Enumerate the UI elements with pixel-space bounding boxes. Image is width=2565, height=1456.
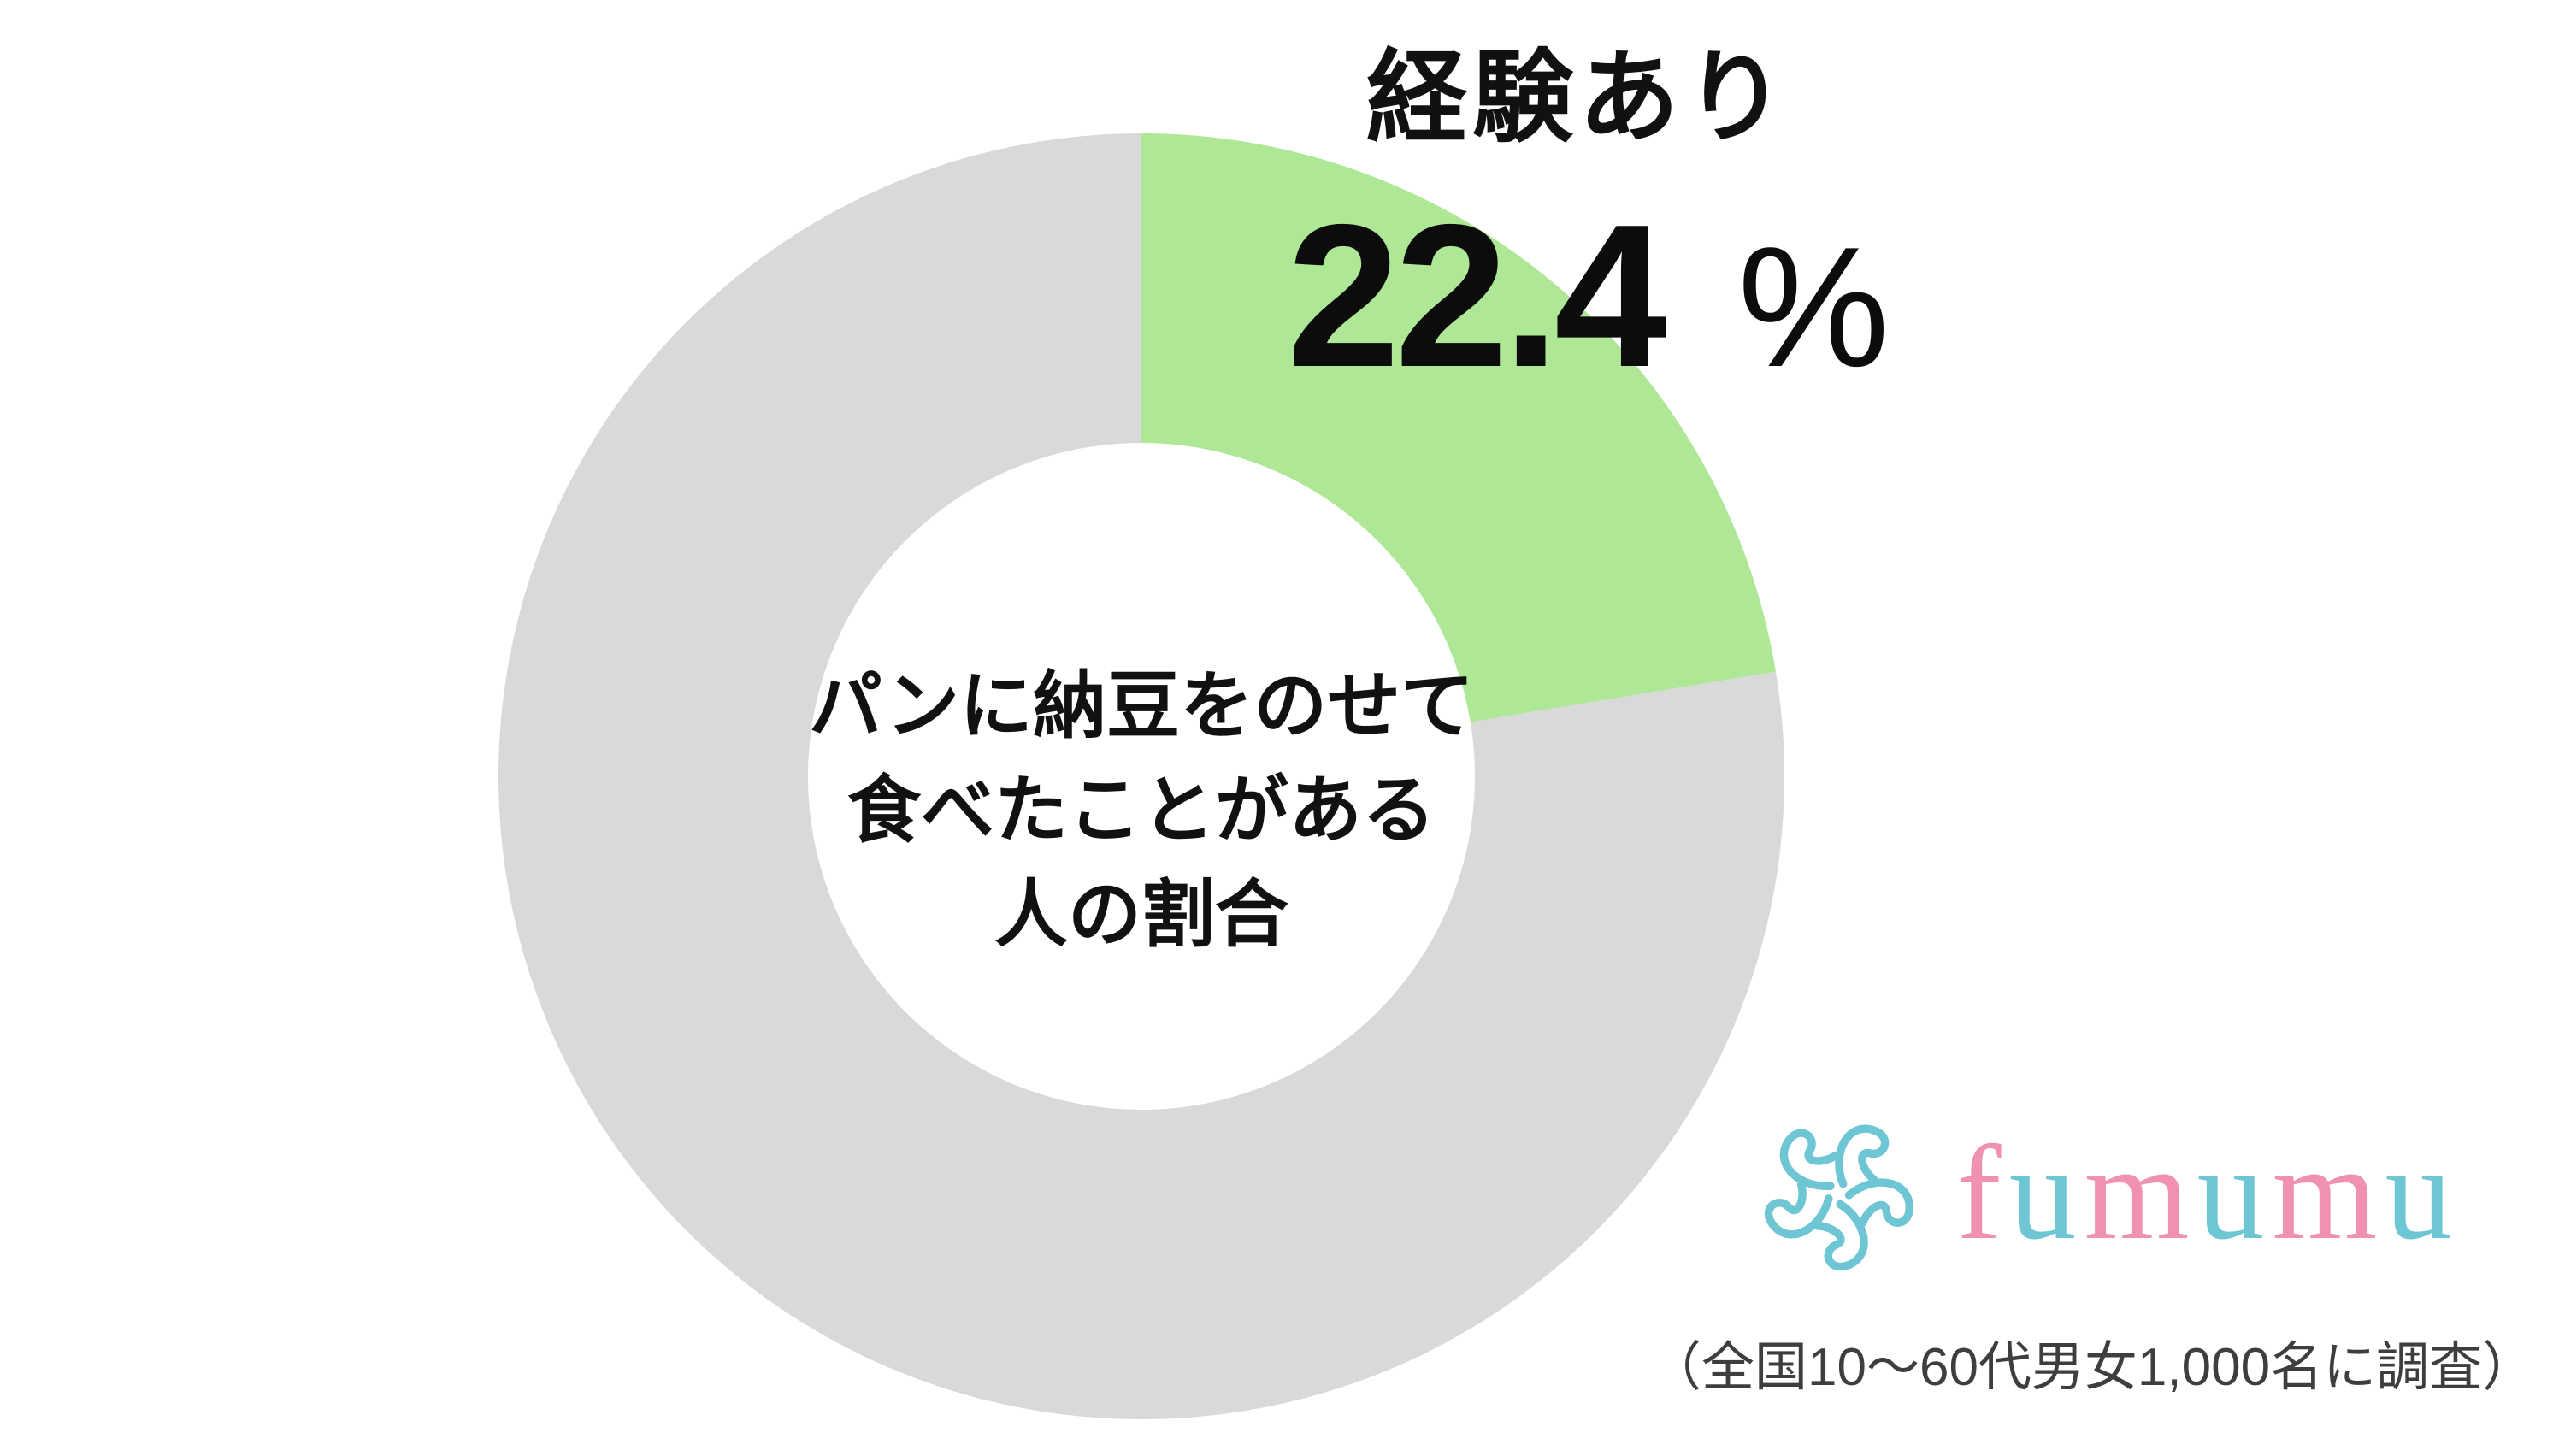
donut-segment xyxy=(498,133,1785,1419)
logo-letter: m xyxy=(2272,1118,2385,1268)
center-label-line-1: パンに納豆をのせて xyxy=(808,664,1475,747)
percent-sign: % xyxy=(1737,212,1890,403)
logo-letter: f xyxy=(1956,1118,2009,1268)
fumumu-logo: fumumu xyxy=(1758,1103,2460,1284)
logo-letter: u xyxy=(2385,1118,2461,1268)
value-number: 22.4 xyxy=(1287,183,1667,410)
donut-segment xyxy=(1141,133,1776,722)
swirl-flower-icon xyxy=(1765,1124,1913,1271)
center-label-line-2: 食べたことがある xyxy=(847,769,1436,852)
logo-letter: u xyxy=(2196,1118,2273,1268)
fumumu-wordmark: fumumu xyxy=(1956,1126,2460,1261)
segment-title: 経験あり xyxy=(1366,42,1791,155)
value-row: 22.4 % xyxy=(1287,195,1890,398)
logo-letter: u xyxy=(2008,1118,2084,1268)
survey-caption: （全国10〜60代男女1,000名に調査） xyxy=(1648,1338,2536,1397)
donut-center-label: パンに納豆をのせて 食べたことがある 人の割合 xyxy=(809,654,1474,967)
center-label-line-3: 人の割合 xyxy=(994,874,1288,957)
logo-letter: m xyxy=(2084,1118,2197,1268)
